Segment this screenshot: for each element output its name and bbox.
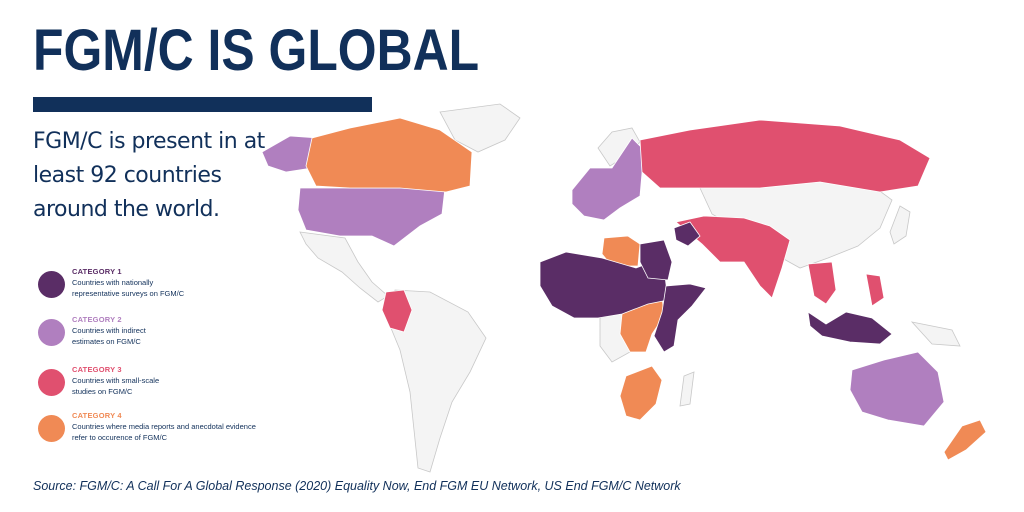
category-4-regions [305, 117, 987, 461]
region-canada [305, 117, 473, 193]
region-iraq [673, 221, 701, 247]
region-new-zealand [943, 419, 987, 461]
title-underline [33, 97, 372, 112]
subtitle: FGM/C is present in at least 92 countrie… [33, 129, 265, 222]
legend-category-4-title: CATEGORY 4 [72, 411, 122, 420]
region-philippines [865, 273, 885, 307]
region-libya [601, 235, 641, 267]
source-citation: Source: FGM/C: A Call For A Global Respo… [33, 479, 681, 493]
region-middle-east-south-asia [675, 215, 791, 299]
legend-item-category-3: CATEGORY 3 Countries with small-scale st… [38, 364, 262, 397]
region-japan [889, 205, 911, 245]
region-egypt-sudan [639, 239, 673, 281]
legend-swatch-category-1 [38, 271, 65, 298]
legend-swatch-category-3 [38, 369, 65, 396]
region-australia [849, 351, 945, 427]
legend-category-2-description: Countries with indirect estimates on FGM… [72, 326, 146, 346]
legend-category-3-title: CATEGORY 3 [72, 365, 122, 374]
region-papua [910, 321, 961, 347]
legend-item-category-4: CATEGORY 4 Countries where media reports… [38, 410, 262, 443]
category-1-regions [539, 221, 893, 353]
page-title: FGM/C IS GLOBAL [33, 18, 480, 83]
region-south-america [385, 289, 487, 473]
legend-category-4-description: Countries where media reports and anecdo… [72, 422, 256, 442]
region-madagascar [679, 371, 695, 407]
region-southern-africa [619, 365, 663, 421]
region-mexico-central-america [299, 231, 389, 303]
region-russia [639, 119, 931, 193]
region-southeast-asia [807, 261, 837, 305]
legend-item-category-2: CATEGORY 2 Countries with indirect estim… [38, 314, 262, 347]
region-europe [571, 137, 645, 221]
region-usa [297, 187, 446, 247]
region-indonesia [807, 311, 893, 345]
legend-item-category-1: CATEGORY 1 Countries with nationally rep… [38, 266, 262, 299]
legend-category-1-description: Countries with nationally representative… [72, 278, 185, 298]
legend-swatch-category-4 [38, 415, 65, 442]
category-2-regions [261, 135, 945, 427]
legend-category-1-title: CATEGORY 1 [72, 267, 122, 276]
world-map [261, 103, 987, 473]
legend-swatch-category-2 [38, 319, 65, 346]
category-3-regions [381, 119, 931, 333]
region-sahel-west-africa [539, 251, 669, 319]
region-east-africa [653, 283, 707, 353]
region-colombia [381, 289, 413, 333]
legend-category-3-description: Countries with small-scale studies on FG… [72, 376, 160, 396]
legend-category-2-title: CATEGORY 2 [72, 315, 122, 324]
land-neutral [299, 103, 961, 473]
